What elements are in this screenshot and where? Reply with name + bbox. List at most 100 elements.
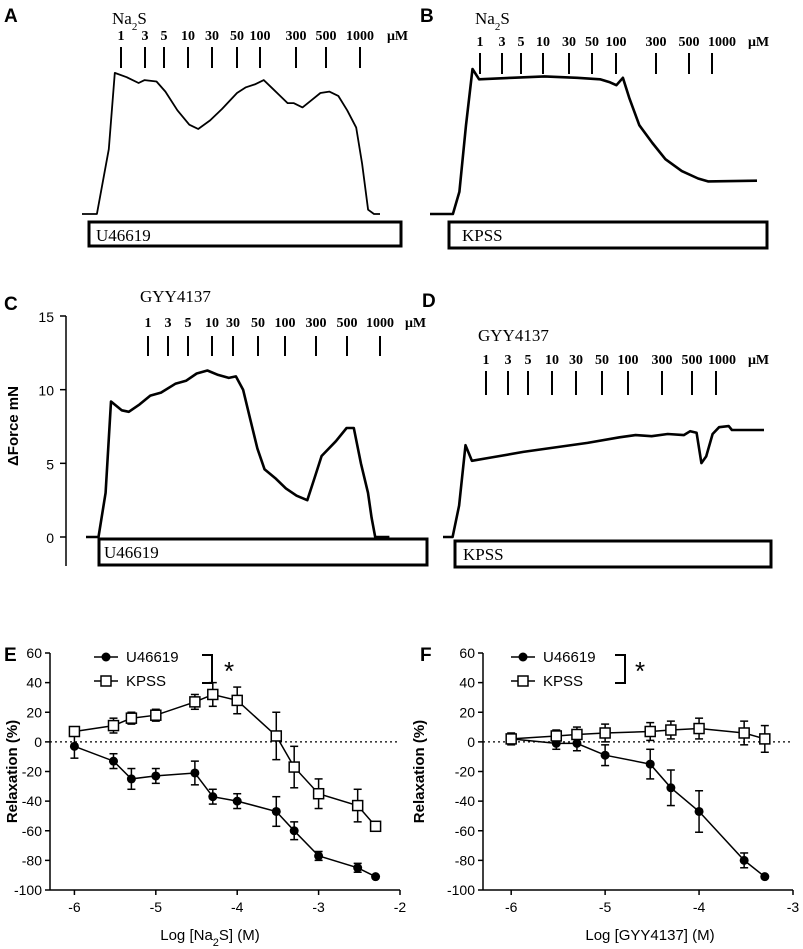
legend-marker — [517, 675, 529, 687]
agonist-bar — [97, 537, 429, 567]
concentration-label: 10 — [181, 29, 195, 44]
data-point — [644, 725, 656, 738]
drug-label-sub: 2 — [495, 21, 501, 33]
data-point — [151, 771, 161, 781]
concentration-label: 1000 — [708, 353, 736, 368]
agonist-label: U46619 — [104, 543, 159, 562]
y-tick-label: -80 — [22, 852, 42, 868]
concentration-label: 500 — [337, 316, 358, 331]
concentration-label: 50 — [251, 316, 265, 331]
data-point — [108, 756, 118, 766]
y-tick-label: -40 — [22, 793, 42, 809]
concentration-label: 500 — [316, 29, 337, 44]
x-tick-label: -3 — [312, 899, 325, 915]
drug-label: Na2S — [475, 9, 510, 33]
data-point — [371, 872, 381, 882]
y-tick-label: -100 — [447, 882, 475, 898]
series-kpss — [68, 681, 382, 833]
data-point — [68, 725, 81, 738]
drug-label-sub: 2 — [132, 21, 138, 33]
data-point — [599, 727, 611, 739]
legend-marker — [518, 652, 528, 662]
data-point — [126, 774, 136, 784]
data-point — [289, 826, 299, 836]
x-axis-title-part: Log [Na — [160, 927, 213, 944]
data-point — [314, 851, 324, 861]
y-tick-label: 10 — [38, 383, 54, 399]
y-tick-label: -60 — [22, 823, 42, 839]
y-tick-label: 15 — [38, 309, 54, 325]
concentration-label: 100 — [618, 353, 639, 368]
x-axis-title: Log [GYY4137] (M) — [585, 927, 714, 944]
unit-label: μM — [405, 316, 426, 331]
concentration-label: 5 — [161, 29, 168, 44]
panel-b: B Na2S 1 3 5 10 30 50 100 300 500 1000 μM KPSS — [420, 6, 769, 250]
legend-marker — [101, 652, 111, 662]
data-point — [270, 730, 283, 742]
y-tick-label: 60 — [459, 645, 475, 661]
concentration-label: 1000 — [366, 316, 394, 331]
concentration-label: 1000 — [346, 29, 374, 44]
concentration-label: 300 — [646, 35, 667, 50]
series-line — [74, 745, 376, 878]
concentration-label: 3 — [499, 35, 506, 50]
drug-label-part: S — [137, 9, 146, 28]
data-point — [288, 761, 300, 773]
data-point — [150, 709, 162, 721]
x-tick-label: -6 — [505, 899, 518, 915]
y-axis-title: Relaxation (%) — [411, 720, 428, 823]
data-point — [693, 722, 705, 735]
drug-label: Na2S — [112, 9, 147, 33]
significance-star: * — [635, 656, 645, 686]
x-tick-label: -4 — [231, 899, 244, 915]
legend-marker — [100, 675, 112, 687]
unit-label: μM — [748, 353, 769, 368]
x-tick-label: -3 — [787, 899, 800, 915]
data-point — [232, 796, 242, 806]
data-point — [189, 696, 201, 708]
concentration-label: 5 — [185, 316, 192, 331]
data-point — [271, 806, 281, 816]
data-point — [107, 719, 120, 732]
x-axis-title: Log [Na2S] (M) — [160, 927, 260, 949]
drug-label-part: Na — [475, 9, 495, 28]
y-tick-label: 60 — [26, 645, 42, 661]
data-point — [125, 712, 138, 724]
x-tick-label: -6 — [68, 899, 81, 915]
series-line — [511, 727, 766, 740]
agonist-bar — [447, 220, 769, 250]
legend-label: KPSS — [543, 673, 583, 690]
concentration-label: 100 — [275, 316, 296, 331]
panel-f: F -100 -80 -60 -40 -20 0 20 40 60 -6 -5 -4 -3 Relaxati… — [411, 645, 799, 944]
drug-label-part: Na — [112, 9, 132, 28]
concentration-label: 1 — [145, 316, 152, 331]
data-point — [369, 820, 382, 833]
y-tick-label: 20 — [459, 704, 475, 720]
panel-label-e: E — [4, 645, 17, 666]
data-point — [738, 727, 750, 739]
y-tick-label: -100 — [14, 882, 42, 898]
force-trace — [86, 369, 390, 539]
concentration-label: 30 — [562, 35, 576, 50]
concentration-label: 50 — [230, 29, 244, 44]
data-point — [759, 733, 771, 745]
concentration-label: 3 — [142, 29, 149, 44]
concentration-label: 30 — [205, 29, 219, 44]
data-point — [69, 741, 79, 751]
panel-e: E -100 -80 -60 -40 -20 0 20 40 60 -6 -5 -4 -3 -2 Relaxa… — [4, 645, 406, 949]
concentration-label: 300 — [306, 316, 327, 331]
legend-label: U46619 — [543, 649, 596, 666]
concentration-label: 3 — [165, 316, 172, 331]
concentration-label: 10 — [536, 35, 550, 50]
data-point — [694, 806, 704, 816]
y-tick-label: 40 — [26, 675, 42, 691]
concentration-label: 500 — [679, 35, 700, 50]
concentration-label: 30 — [226, 316, 240, 331]
force-trace — [430, 67, 758, 216]
concentration-label: 5 — [525, 353, 532, 368]
data-point — [505, 733, 517, 745]
data-point — [666, 783, 676, 793]
data-point — [190, 768, 200, 778]
